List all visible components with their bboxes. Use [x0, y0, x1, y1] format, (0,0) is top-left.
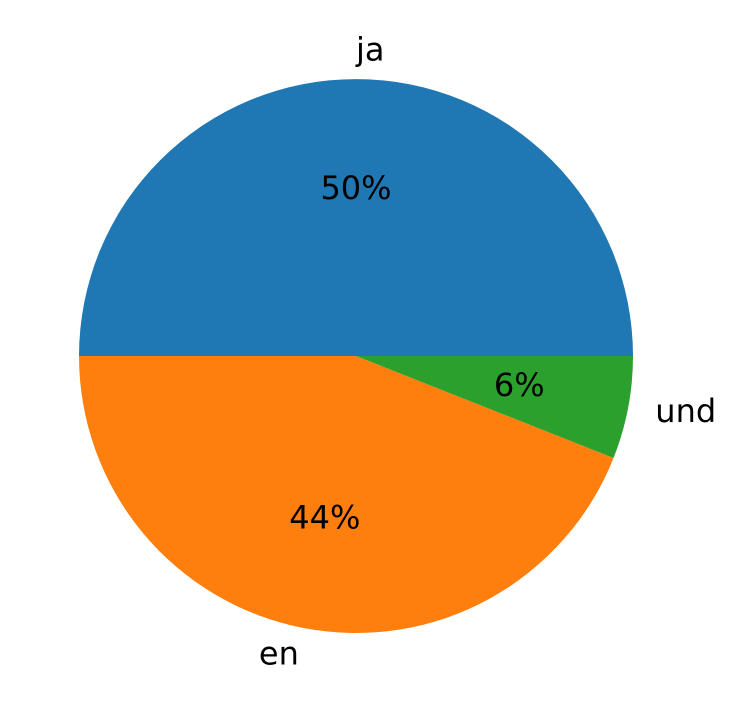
pie-slice [79, 79, 633, 356]
slice-label: und [655, 392, 716, 430]
slice-label: en [259, 634, 299, 672]
percent-label: 44% [289, 498, 360, 536]
pie-slice [79, 356, 614, 634]
percent-label: 6% [494, 366, 545, 404]
slice-label: ja [355, 30, 385, 68]
percent-label: 50% [320, 169, 391, 207]
pie-slice [356, 356, 633, 458]
